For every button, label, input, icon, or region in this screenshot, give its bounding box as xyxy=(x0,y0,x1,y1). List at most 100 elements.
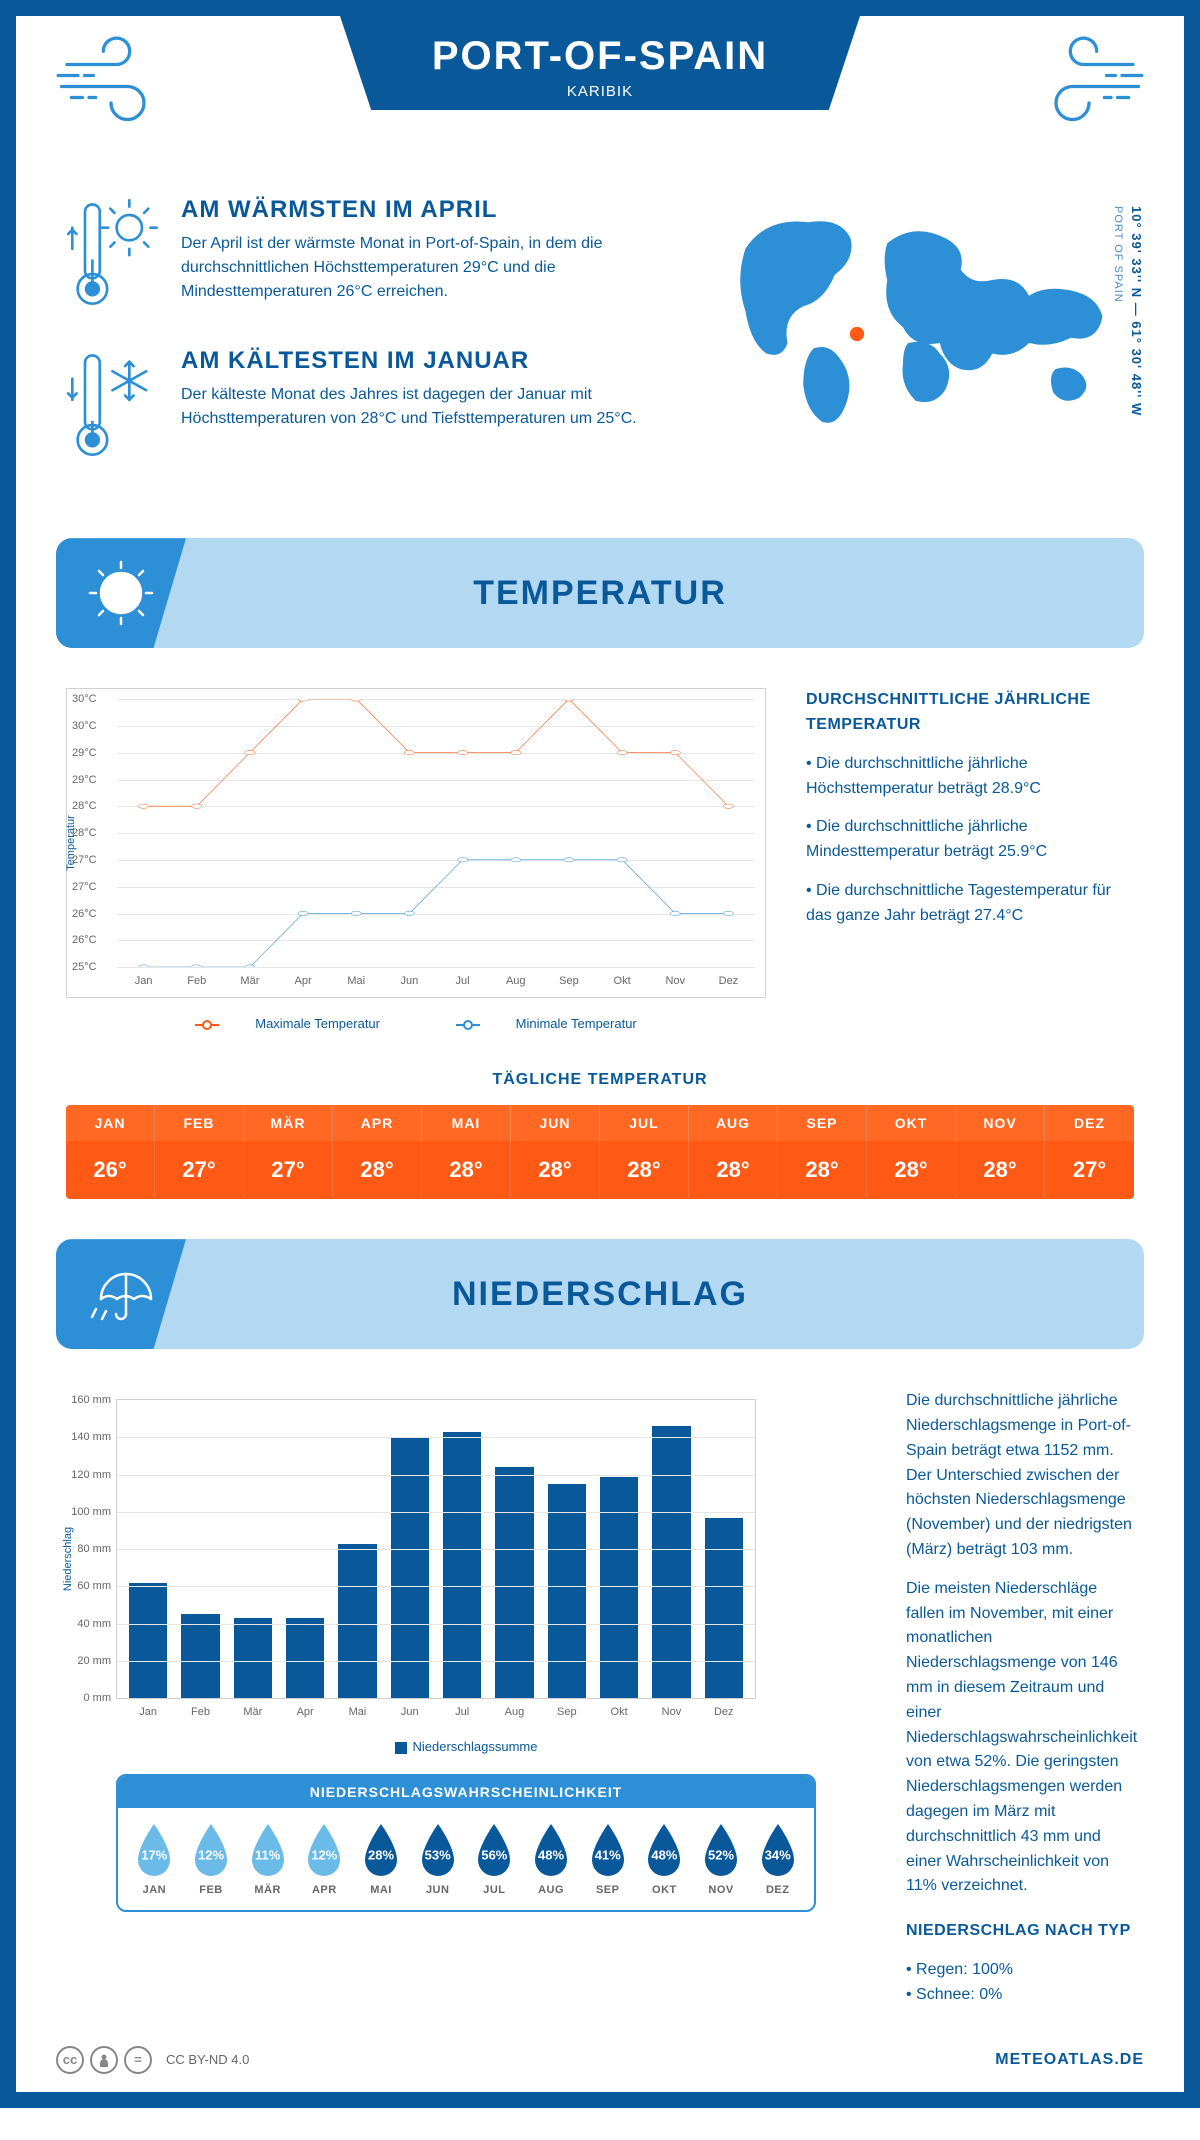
temperature-section-header: TEMPERATUR xyxy=(56,538,1144,648)
info-row: AM WÄRMSTEN IM APRIL Der April ist der w… xyxy=(16,156,1184,528)
legend-min-label: Minimale Temperatur xyxy=(516,1016,637,1031)
precip-legend-label: Niederschlagssumme xyxy=(413,1739,538,1754)
ytick-label: 80 mm xyxy=(67,1543,111,1555)
page-subtitle: KARIBIK xyxy=(420,83,780,100)
temperature-summary: DURCHSCHNITTLICHE JÄHRLICHE TEMPERATUR •… xyxy=(806,688,1134,1031)
ytick-label: 29°C xyxy=(72,774,97,786)
xtick-label: Aug xyxy=(505,1706,525,1718)
prob-col: 12%APR xyxy=(298,1822,351,1896)
header: PORT-OF-SPAIN KARIBIK xyxy=(16,16,1184,156)
xtick-label: Apr xyxy=(295,975,312,987)
temp-summary-heading: DURCHSCHNITTLICHE JÄHRLICHE TEMPERATUR xyxy=(806,688,1134,738)
ytick-label: 27°C xyxy=(72,881,97,893)
cc-icon: cc xyxy=(56,2046,84,2074)
temperature-line-chart: Temperatur 25°C26°C26°C27°C27°C28°C28°C2… xyxy=(66,688,766,998)
precip-text-2: Die meisten Niederschläge fallen im Nove… xyxy=(906,1577,1137,1899)
xtick-label: Nov xyxy=(662,1706,682,1718)
footer: cc = CC BY-ND 4.0 METEOATLAS.DE xyxy=(16,2028,1184,2092)
ytick-label: 27°C xyxy=(72,854,97,866)
xtick-label: Sep xyxy=(557,1706,577,1718)
precip-bar: Sep xyxy=(548,1484,586,1698)
temp-table-col: OKT28° xyxy=(867,1105,956,1199)
xtick-label: Mai xyxy=(347,975,365,987)
xtick-label: Aug xyxy=(506,975,526,987)
precip-bar: Mai xyxy=(338,1544,376,1699)
xtick-label: Apr xyxy=(297,1706,314,1718)
xtick-label: Mai xyxy=(349,1706,367,1718)
temp-bullet: • Die durchschnittliche Tagestemperatur … xyxy=(806,879,1134,929)
ytick-label: 40 mm xyxy=(67,1618,111,1630)
raindrop-icon: 41% xyxy=(586,1822,630,1878)
prob-col: 12%FEB xyxy=(185,1822,238,1896)
title-banner: PORT-OF-SPAIN KARIBIK xyxy=(340,16,860,110)
daily-temp-title: TÄGLICHE TEMPERATUR xyxy=(66,1071,1134,1089)
precip-type-bullet: • Schnee: 0% xyxy=(906,1983,1137,2008)
ytick-label: 28°C xyxy=(72,800,97,812)
precip-type-bullet: • Regen: 100% xyxy=(906,1958,1137,1983)
temp-table-col: JAN26° xyxy=(66,1105,155,1199)
temp-bullet: • Die durchschnittliche jährliche Höchst… xyxy=(806,752,1134,802)
temp-table-col: NOV28° xyxy=(956,1105,1045,1199)
xtick-label: Jun xyxy=(401,1706,419,1718)
raindrop-icon: 12% xyxy=(189,1822,233,1878)
prob-col: 56%JUL xyxy=(468,1822,521,1896)
xtick-label: Okt xyxy=(614,975,631,987)
raindrop-icon: 34% xyxy=(756,1822,800,1878)
temp-table-col: APR28° xyxy=(333,1105,422,1199)
temp-table-col: MAI28° xyxy=(422,1105,511,1199)
temp-table-col: AUG28° xyxy=(689,1105,778,1199)
ytick-label: 140 mm xyxy=(67,1431,111,1443)
prob-title: NIEDERSCHLAGSWAHRSCHEINLICHKEIT xyxy=(118,1776,814,1808)
xtick-label: Mär xyxy=(240,975,259,987)
xtick-label: Nov xyxy=(665,975,685,987)
temp-table-col: FEB27° xyxy=(155,1105,244,1199)
temp-table-col: JUL28° xyxy=(600,1105,689,1199)
xtick-label: Jan xyxy=(139,1706,157,1718)
raindrop-icon: 12% xyxy=(302,1822,346,1878)
prob-col: 53%JUN xyxy=(411,1822,464,1896)
precip-bar: Jun xyxy=(391,1437,429,1698)
prob-col: 11%MÄR xyxy=(241,1822,294,1896)
precip-bar: Jul xyxy=(443,1432,481,1698)
ytick-label: 30°C xyxy=(72,693,97,705)
xtick-label: Sep xyxy=(559,975,579,987)
ytick-label: 160 mm xyxy=(67,1394,111,1406)
ytick-label: 29°C xyxy=(72,747,97,759)
precip-chart-legend: Niederschlagssumme xyxy=(66,1739,866,1754)
wind-icon-left xyxy=(56,36,166,126)
thermometer-snow-icon xyxy=(66,347,161,468)
umbrella-icon xyxy=(56,1239,186,1349)
xtick-label: Feb xyxy=(191,1706,210,1718)
temp-bullet: • Die durchschnittliche jährliche Mindes… xyxy=(806,815,1134,865)
map-panel: 10° 39' 33'' N — 61° 30' 48'' W PORT OF … xyxy=(714,196,1134,498)
xtick-label: Okt xyxy=(611,1706,628,1718)
legend-max-label: Maximale Temperatur xyxy=(255,1016,380,1031)
raindrop-icon: 17% xyxy=(132,1822,176,1878)
prob-col: 17%JAN xyxy=(128,1822,181,1896)
ytick-label: 26°C xyxy=(72,908,97,920)
precip-bar: Feb xyxy=(181,1614,219,1698)
ytick-label: 25°C xyxy=(72,961,97,973)
prob-col: 48%AUG xyxy=(525,1822,578,1896)
raindrop-icon: 56% xyxy=(472,1822,516,1878)
precip-summary: Die durchschnittliche jährliche Niedersc… xyxy=(906,1389,1137,2007)
xtick-label: Jan xyxy=(135,975,153,987)
xtick-label: Dez xyxy=(719,975,739,987)
precip-type-heading: NIEDERSCHLAG NACH TYP xyxy=(906,1919,1137,1944)
precip-bar: Apr xyxy=(286,1618,324,1698)
license-text: CC BY-ND 4.0 xyxy=(166,2052,249,2067)
ytick-label: 20 mm xyxy=(67,1655,111,1667)
precip-bar-chart: Niederschlag JanFebMärAprMaiJunJulAugSep… xyxy=(66,1389,766,1729)
wind-icon-right xyxy=(1034,36,1144,126)
page-title: PORT-OF-SPAIN xyxy=(420,34,780,79)
temp-table-col: MÄR27° xyxy=(244,1105,333,1199)
xtick-label: Jul xyxy=(456,975,470,987)
xtick-label: Feb xyxy=(187,975,206,987)
warmest-title: AM WÄRMSTEN IM APRIL xyxy=(181,196,674,224)
precip-section-header: NIEDERSCHLAG xyxy=(56,1239,1144,1349)
prob-col: 48%OKT xyxy=(638,1822,691,1896)
raindrop-icon: 52% xyxy=(699,1822,743,1878)
temp-chart-legend: Maximale Temperatur Minimale Temperatur xyxy=(66,1016,766,1031)
precip-title: NIEDERSCHLAG xyxy=(452,1275,748,1314)
warmest-text: Der April ist der wärmste Monat in Port-… xyxy=(181,232,674,304)
